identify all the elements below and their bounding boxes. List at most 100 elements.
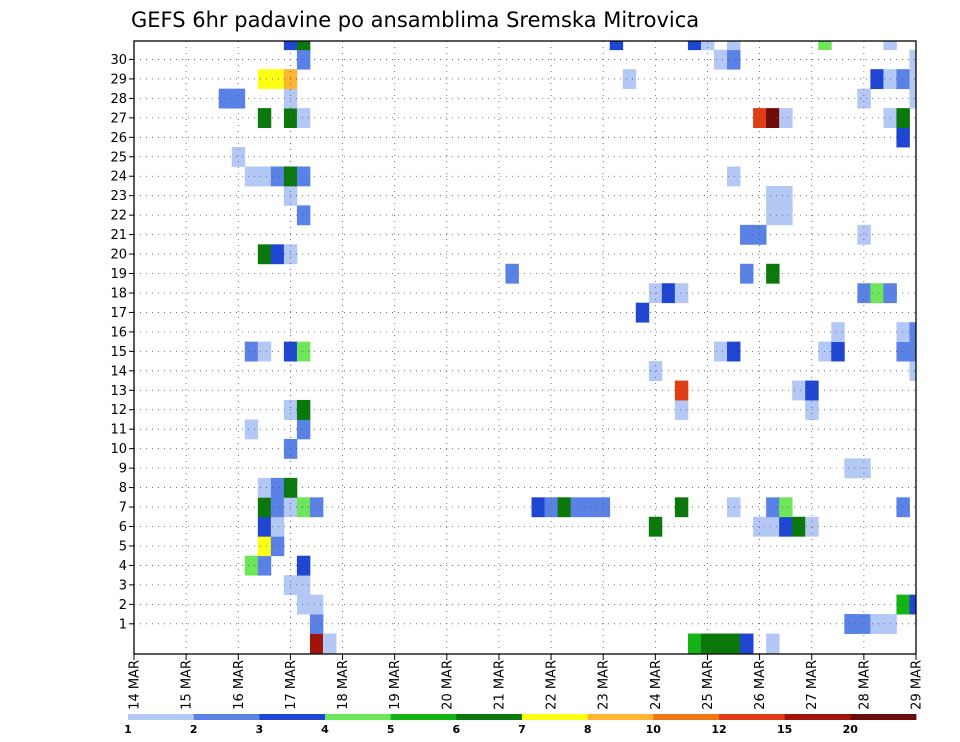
colorbar-label: 10 — [646, 723, 662, 736]
precip-cell — [792, 380, 806, 401]
precip-cell — [257, 108, 272, 128]
colorbar-swatch — [850, 714, 917, 720]
precip-cell — [296, 166, 311, 187]
precip-cell — [674, 400, 689, 420]
precip-cell — [231, 88, 246, 109]
precip-cell — [257, 497, 272, 518]
x-tick-label: 17 MAR — [284, 660, 299, 710]
precip-cell — [270, 497, 285, 518]
precip-cell — [648, 516, 663, 537]
precip-cell — [257, 516, 272, 537]
y-tick-label: 7 — [119, 501, 127, 516]
y-tick-label: 17 — [110, 306, 127, 321]
y-tick-label: 12 — [110, 403, 127, 418]
x-tick-label: 29 MAR — [910, 660, 925, 710]
precip-cell — [740, 633, 754, 654]
colorbar-swatch — [719, 714, 786, 720]
colorbar-label: 7 — [518, 723, 526, 736]
precip-cell — [909, 341, 917, 362]
precip-cell — [909, 69, 917, 90]
precip-cell — [687, 633, 702, 654]
precip-cell — [805, 516, 819, 537]
precip-cell — [270, 166, 285, 187]
y-tick-label: 23 — [110, 189, 127, 204]
colorbar-label: 4 — [321, 723, 329, 736]
precip-cell — [727, 41, 741, 51]
colorbar-swatch — [390, 714, 457, 720]
precip-cell — [857, 224, 871, 245]
precip-cell — [687, 41, 702, 51]
y-tick-label: 19 — [110, 267, 127, 282]
precip-cell — [727, 497, 741, 518]
precip-cell — [309, 614, 324, 634]
precip-cell — [257, 555, 272, 576]
colorbar-swatch — [587, 714, 654, 720]
precip-cell — [270, 244, 285, 265]
precip-cell — [257, 341, 272, 362]
precip-cell — [727, 166, 741, 187]
x-tick-label: 27 MAR — [805, 660, 820, 710]
colorbar-label: 5 — [387, 723, 395, 736]
precip-cell — [779, 185, 793, 206]
y-tick-label: 20 — [110, 248, 127, 263]
y-tick-label: 22 — [110, 209, 127, 224]
precip-cell — [896, 594, 910, 615]
x-axis: 14 MAR 15 MAR 16 MAR 17 MAR 18 MAR 19 MAR 20 M… — [128, 654, 925, 710]
precip-cell — [674, 497, 689, 518]
y-tick-label: 24 — [110, 170, 127, 185]
precip-cell — [296, 555, 311, 576]
precip-cell — [283, 41, 298, 51]
precip-cell — [727, 49, 741, 70]
colorbar-swatch — [653, 714, 720, 720]
precip-cell — [296, 341, 311, 362]
precip-cell — [557, 497, 572, 518]
precip-cell — [296, 594, 311, 615]
y-tick-label: 26 — [110, 131, 127, 146]
x-tick-label: 22 MAR — [545, 660, 560, 710]
precip-cell — [309, 497, 324, 518]
precip-cell — [244, 166, 259, 187]
precip-cell — [779, 205, 793, 226]
precip-cell — [713, 633, 728, 654]
x-tick-label: 15 MAR — [180, 660, 195, 710]
y-tick-label: 15 — [110, 345, 127, 360]
grid-layer — [134, 41, 916, 654]
y-tick-label: 16 — [110, 325, 127, 340]
precip-cell — [883, 41, 897, 51]
precip-cell — [700, 41, 715, 51]
y-tick-label: 29 — [110, 72, 127, 87]
precip-cell — [218, 88, 233, 109]
x-tick-label: 24 MAR — [649, 660, 664, 710]
precip-cell — [909, 594, 917, 615]
precip-cell — [896, 497, 910, 518]
precip-cell — [674, 283, 689, 304]
colorbar-label: 6 — [452, 723, 460, 736]
colorbar-label: 3 — [255, 723, 263, 736]
precip-cell — [270, 477, 285, 498]
precip-cell — [727, 633, 741, 654]
precip-cell — [818, 41, 832, 51]
y-axis: 1234567891011121314151617181920212223242… — [110, 53, 134, 632]
y-tick-label: 27 — [110, 111, 127, 126]
precip-cell — [700, 633, 715, 654]
precip-cell — [296, 205, 311, 226]
colorbar-swatch — [522, 714, 589, 720]
colorbar-swatch — [259, 714, 326, 720]
precip-cell — [296, 497, 311, 518]
precip-cell — [857, 614, 871, 634]
precip-cell — [296, 575, 311, 596]
colorbar-label: 12 — [711, 723, 726, 736]
precip-cell — [766, 497, 780, 518]
x-tick-label: 16 MAR — [232, 660, 247, 710]
precip-cell — [531, 497, 545, 518]
precip-cell — [870, 614, 884, 634]
x-tick-label: 19 MAR — [388, 660, 403, 710]
precip-cell — [257, 69, 272, 90]
precip-cell — [609, 41, 624, 51]
precip-cell — [844, 614, 858, 634]
precip-cell — [753, 224, 767, 245]
precip-cell — [727, 341, 741, 362]
precip-cell — [909, 322, 917, 343]
precip-cell — [296, 400, 311, 420]
y-tick-label: 21 — [110, 228, 127, 243]
